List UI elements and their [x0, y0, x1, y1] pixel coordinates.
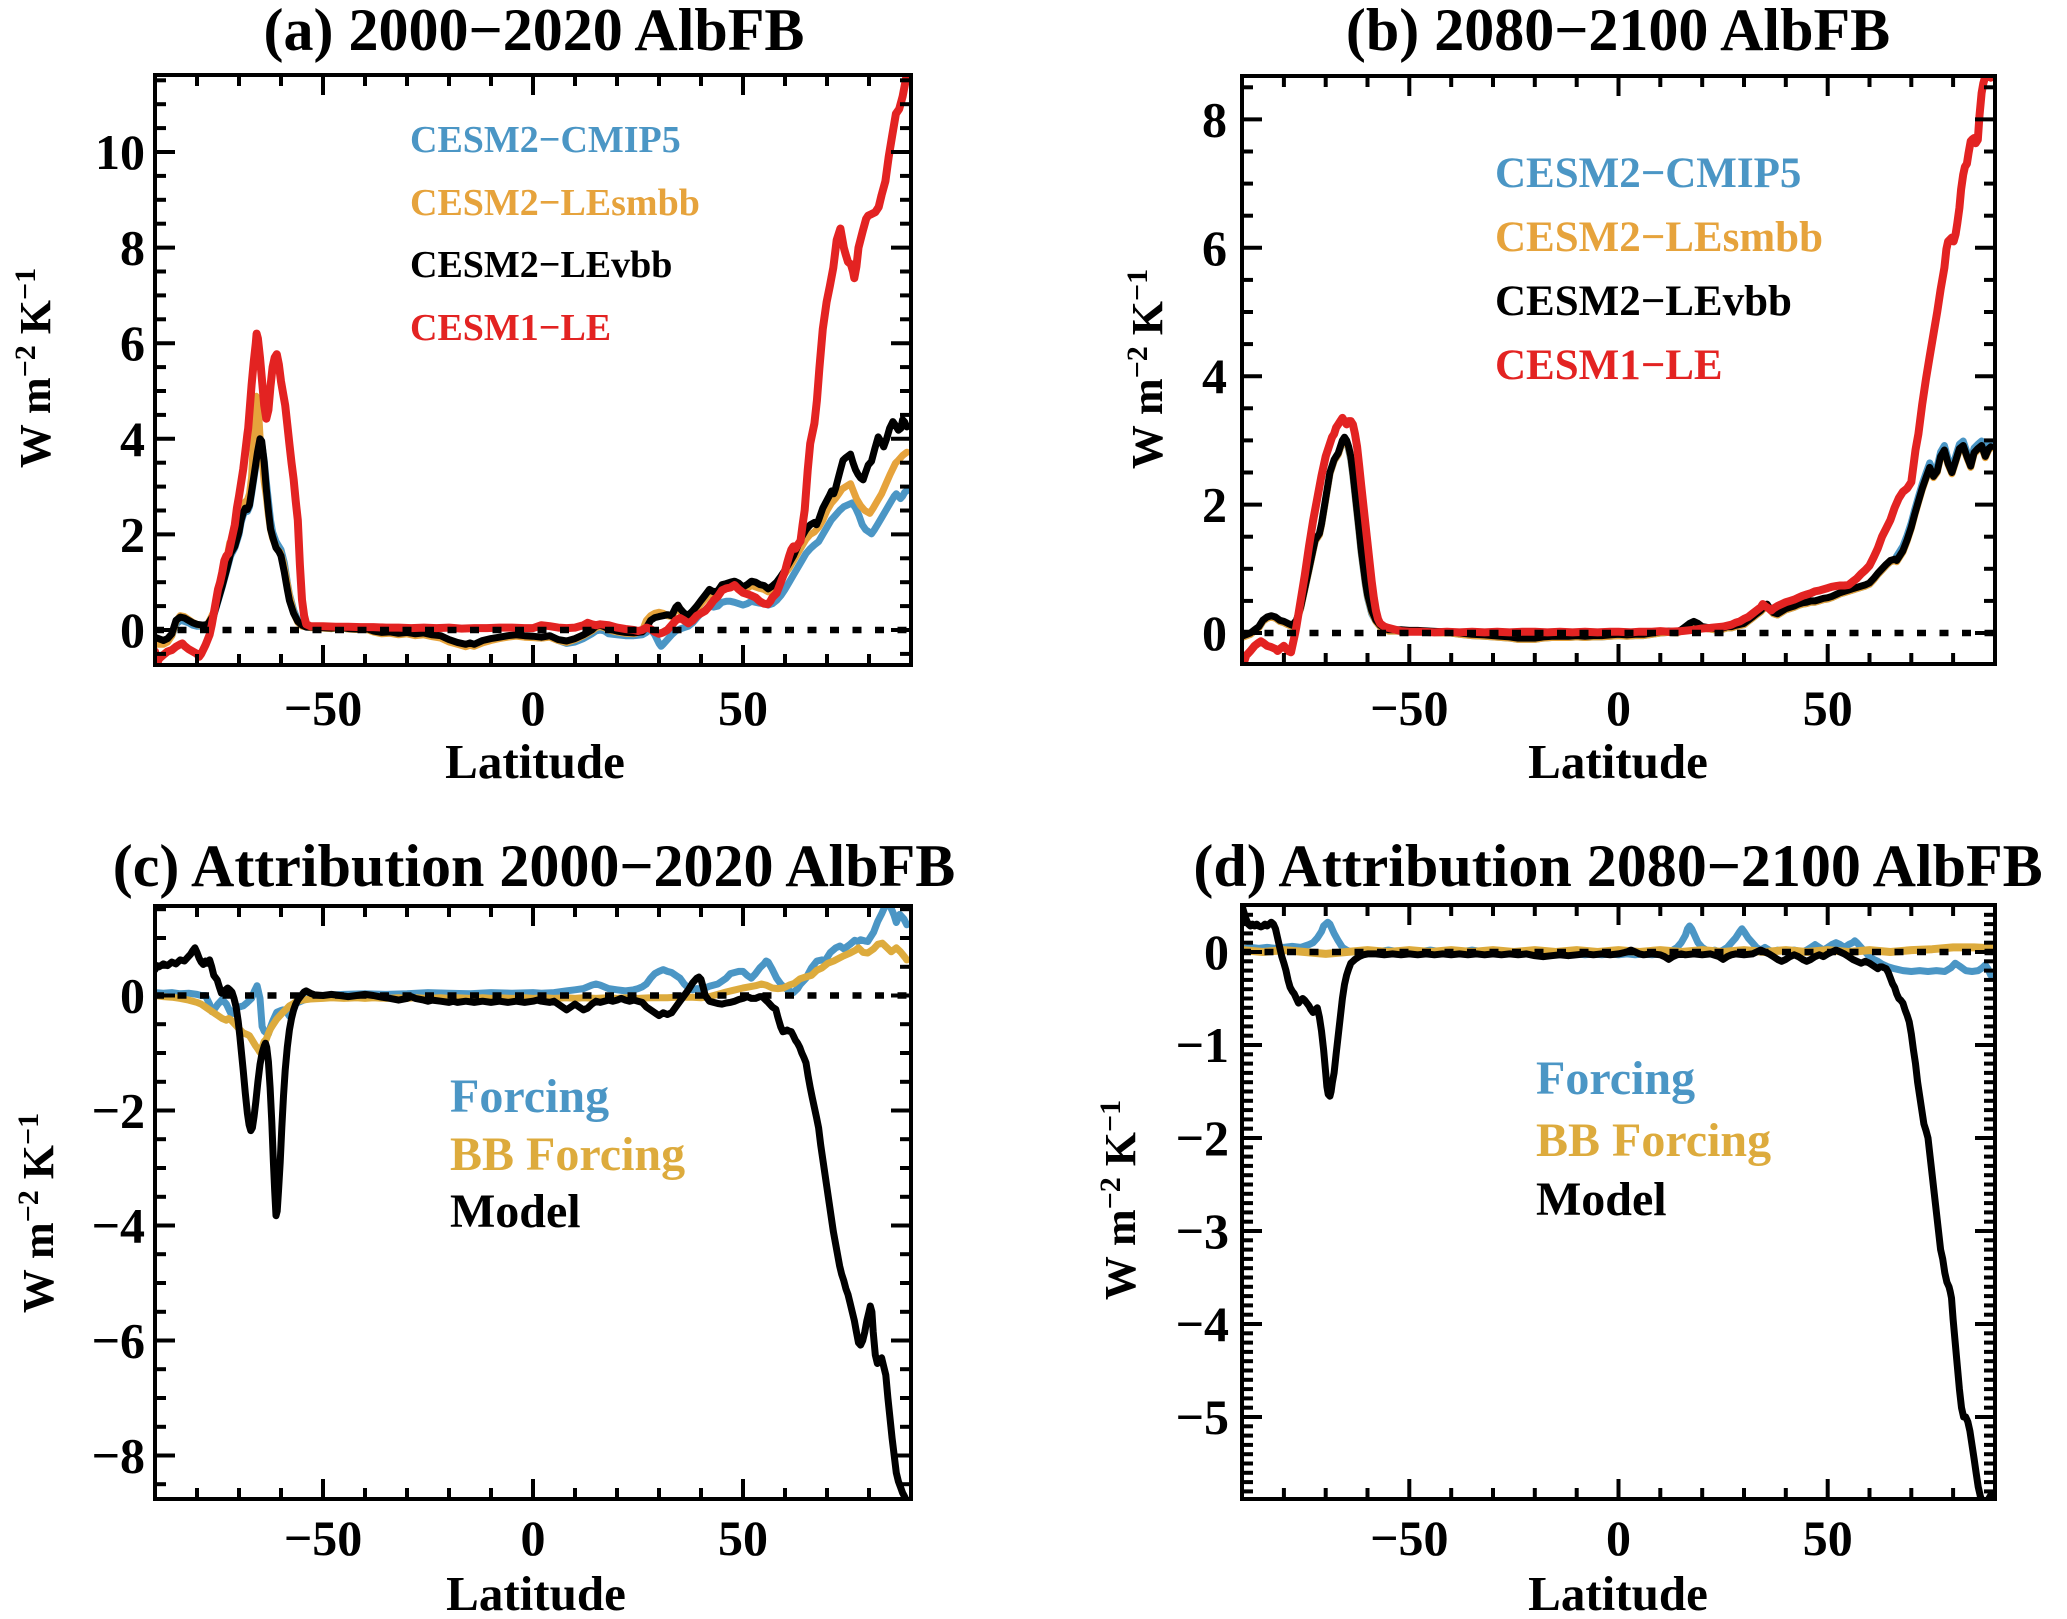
svg-text:2: 2	[1202, 477, 1227, 533]
svg-text:Forcing: Forcing	[450, 1070, 609, 1123]
svg-text:−8: −8	[92, 1428, 146, 1484]
svg-text:6: 6	[120, 315, 145, 371]
svg-text:50: 50	[718, 1510, 768, 1566]
svg-text:Model: Model	[450, 1185, 581, 1238]
svg-text:0: 0	[521, 680, 546, 736]
svg-text:−4: −4	[1176, 1296, 1230, 1352]
svg-text:−2: −2	[1176, 1110, 1230, 1166]
svg-text:BB Forcing: BB Forcing	[1536, 1114, 1771, 1167]
svg-text:CESM2−LEvbb: CESM2−LEvbb	[1495, 278, 1792, 325]
svg-text:W m−2 K−1: W m−2 K−1	[12, 1113, 63, 1313]
svg-text:0: 0	[521, 1510, 546, 1566]
svg-text:−4: −4	[92, 1198, 146, 1254]
svg-text:−5: −5	[1176, 1389, 1230, 1445]
svg-text:50: 50	[1803, 1510, 1853, 1566]
svg-text:6: 6	[1202, 220, 1227, 276]
svg-text:0: 0	[120, 602, 145, 658]
svg-text:50: 50	[1803, 680, 1853, 736]
svg-text:BB Forcing: BB Forcing	[450, 1128, 685, 1181]
svg-text:CESM2−CMIP5: CESM2−CMIP5	[1495, 150, 1801, 197]
svg-text:10: 10	[95, 124, 145, 180]
svg-text:0: 0	[1202, 605, 1227, 661]
svg-text:(d) Attribution 2080−2100 AlbF: (d) Attribution 2080−2100 AlbFB	[1193, 833, 2042, 899]
svg-text:(c) Attribution 2000−2020 AlbF: (c) Attribution 2000−2020 AlbFB	[113, 833, 956, 899]
svg-text:50: 50	[718, 680, 768, 736]
svg-text:−50: −50	[284, 1510, 363, 1566]
svg-text:−50: −50	[1370, 680, 1449, 736]
svg-text:CESM1−LE: CESM1−LE	[1495, 342, 1723, 389]
svg-text:W m−2 K−1: W m−2 K−1	[1121, 269, 1172, 469]
svg-text:−50: −50	[1370, 1510, 1449, 1566]
svg-text:Model: Model	[1536, 1173, 1667, 1226]
svg-text:CESM1−LE: CESM1−LE	[410, 307, 611, 349]
svg-text:Latitude: Latitude	[1528, 734, 1708, 789]
svg-text:8: 8	[1202, 91, 1227, 147]
svg-text:CESM2−CMIP5: CESM2−CMIP5	[410, 119, 681, 161]
svg-text:Latitude: Latitude	[1528, 1566, 1708, 1619]
svg-text:Forcing: Forcing	[1536, 1052, 1695, 1105]
svg-text:(a) 2000−2020 AlbFB: (a) 2000−2020 AlbFB	[264, 0, 805, 63]
svg-text:4: 4	[1202, 348, 1227, 404]
svg-text:−2: −2	[92, 1083, 146, 1139]
svg-text:−3: −3	[1176, 1203, 1230, 1259]
svg-text:−50: −50	[284, 680, 363, 736]
svg-text:0: 0	[1606, 680, 1631, 736]
svg-text:4: 4	[120, 411, 145, 467]
svg-text:CESM2−LEsmbb: CESM2−LEsmbb	[410, 182, 700, 224]
svg-text:(b) 2080−2100 AlbFB: (b) 2080−2100 AlbFB	[1346, 0, 1890, 63]
svg-text:−1: −1	[1176, 1017, 1230, 1073]
svg-text:CESM2−LEsmbb: CESM2−LEsmbb	[1495, 214, 1823, 261]
svg-text:−6: −6	[92, 1313, 146, 1369]
svg-text:CESM2−LEvbb: CESM2−LEvbb	[410, 244, 672, 286]
svg-text:2: 2	[120, 506, 145, 562]
svg-text:Latitude: Latitude	[446, 1566, 626, 1619]
svg-text:8: 8	[120, 220, 145, 276]
svg-text:Latitude: Latitude	[445, 734, 625, 789]
svg-text:0: 0	[1204, 924, 1229, 980]
svg-text:0: 0	[120, 968, 145, 1024]
svg-text:0: 0	[1606, 1510, 1631, 1566]
